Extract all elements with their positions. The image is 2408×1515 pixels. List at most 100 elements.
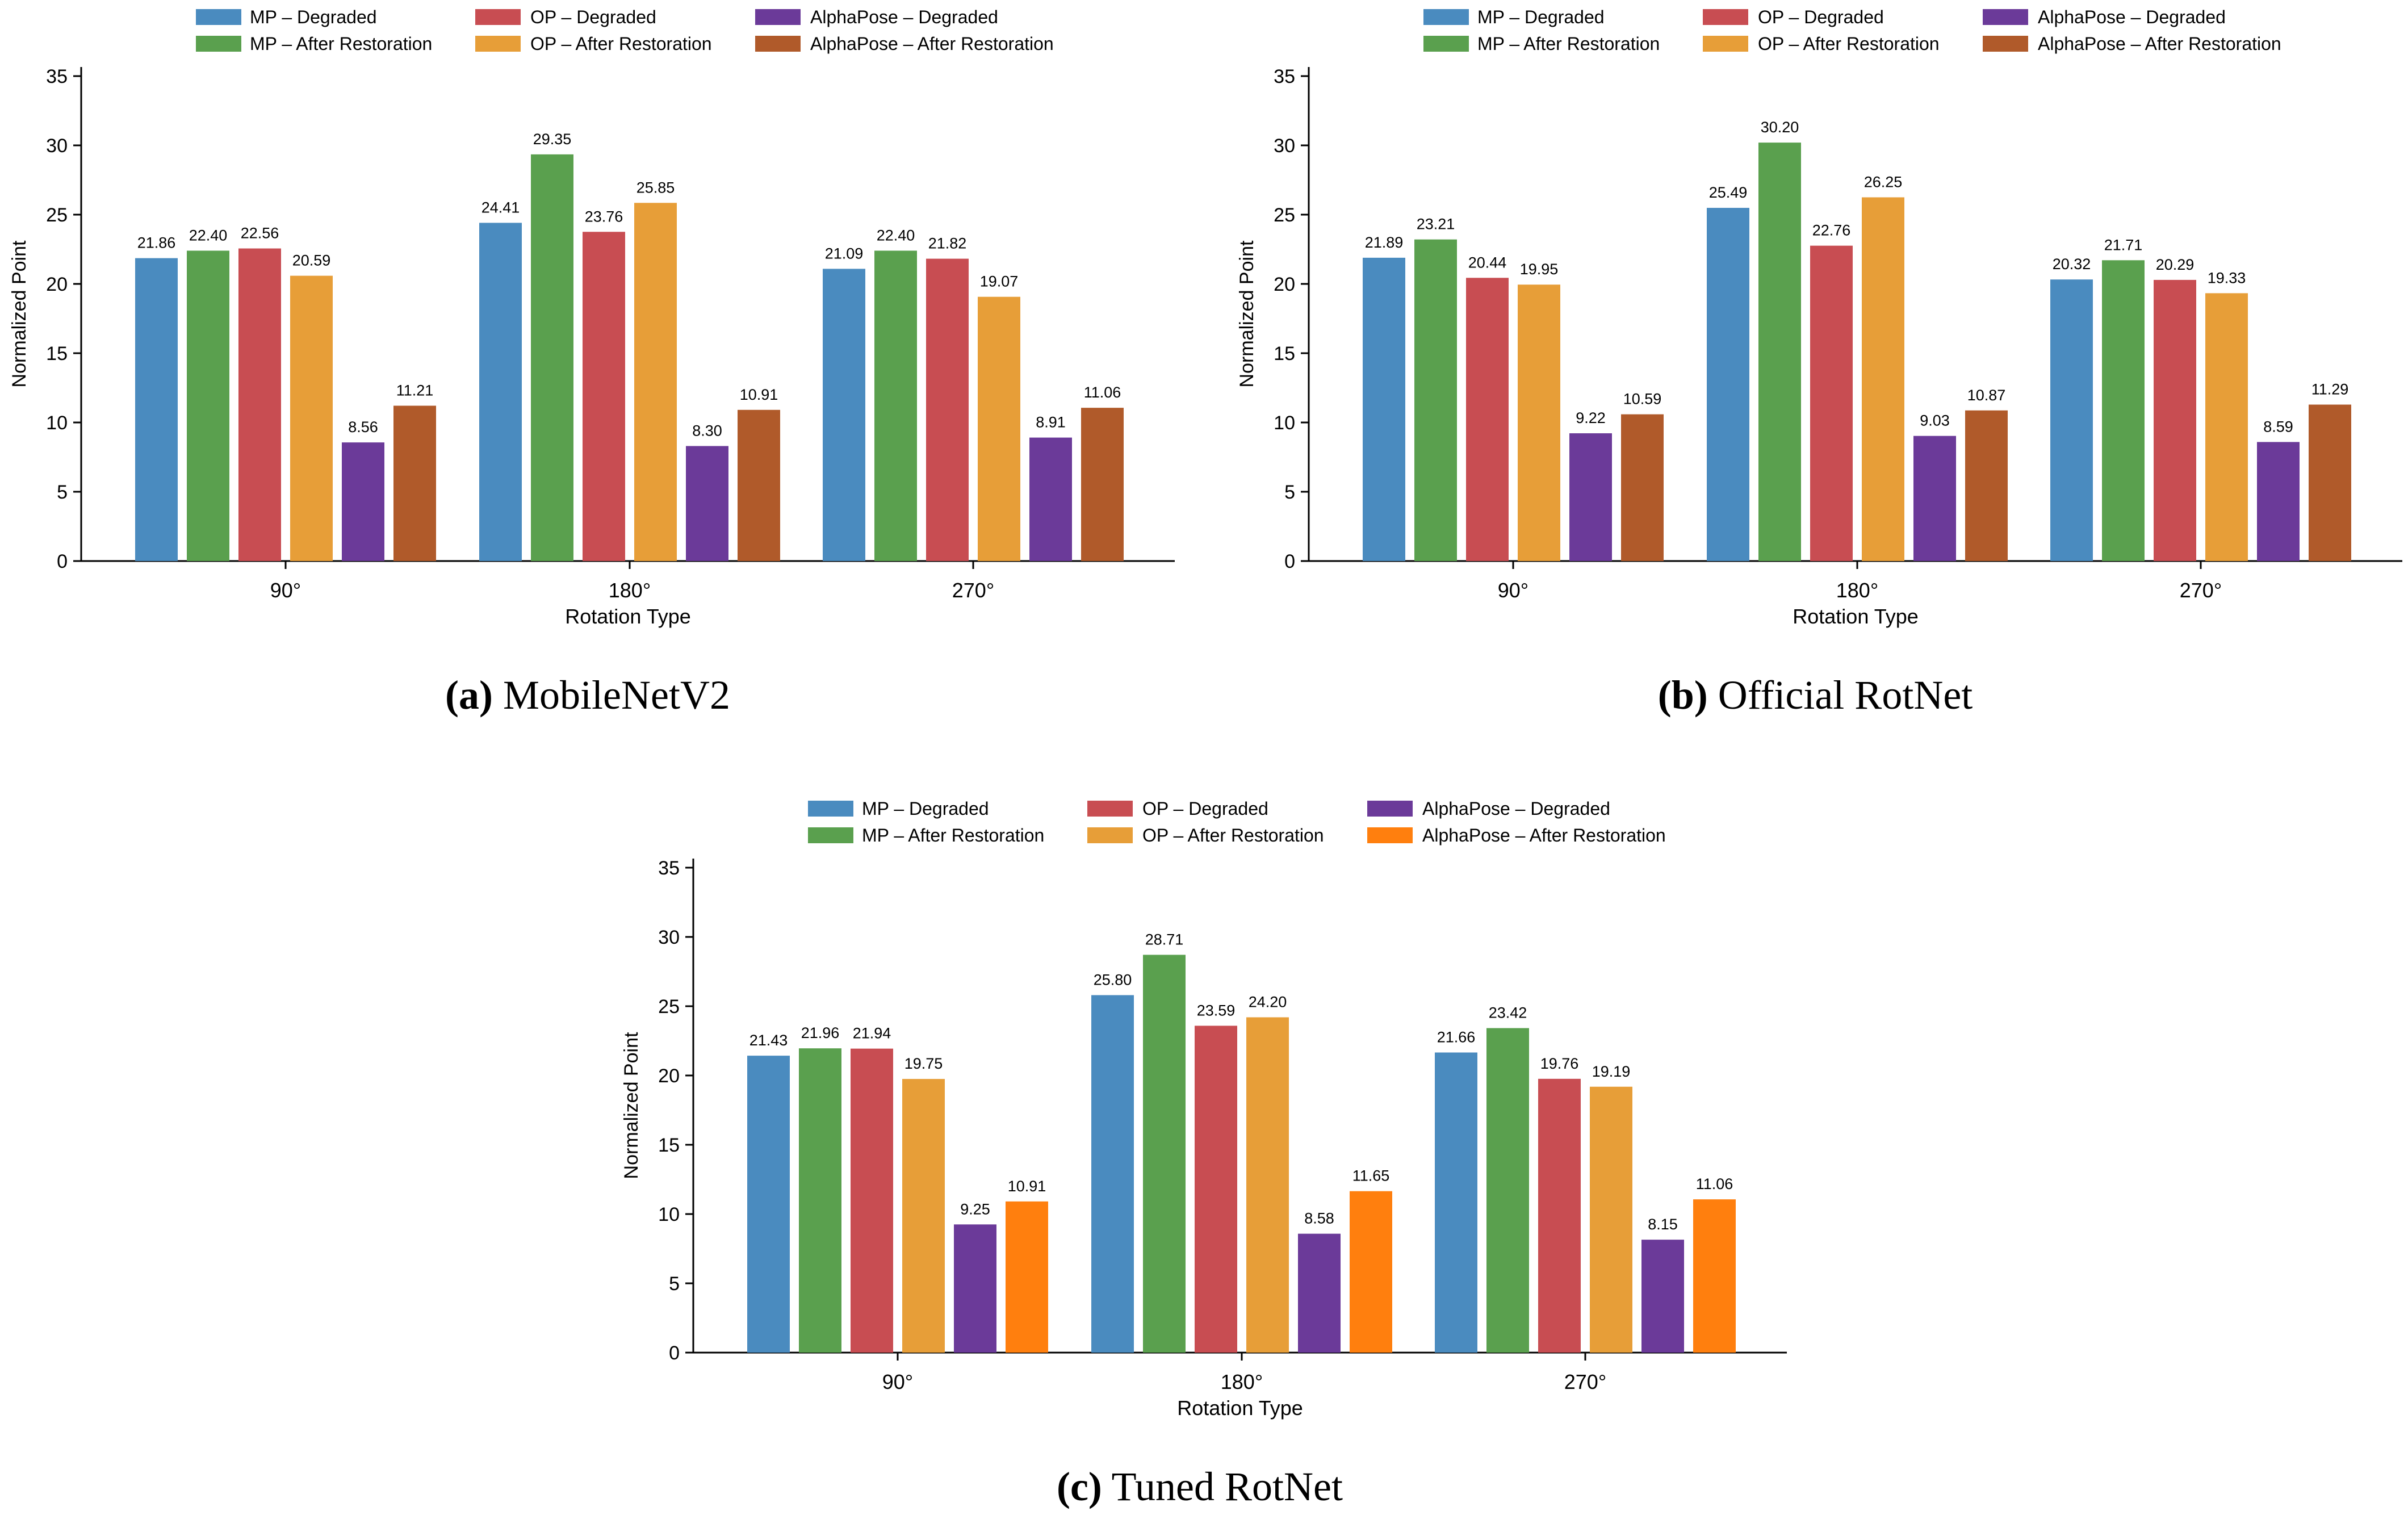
data-label: 11.65 (1352, 1167, 1390, 1185)
bar (238, 248, 281, 561)
bar (738, 409, 780, 561)
bar (1363, 257, 1405, 561)
x-tick-label: 180° (609, 579, 651, 602)
legend-swatch (1087, 801, 1133, 817)
data-label: 21.89 (1365, 234, 1404, 251)
y-tick-label: 5 (669, 1273, 680, 1295)
data-label: 8.30 (692, 422, 722, 439)
data-label: 11.29 (2311, 381, 2349, 398)
data-label: 21.71 (2104, 236, 2143, 253)
bar (747, 1056, 790, 1353)
x-tick-label: 90° (882, 1370, 913, 1393)
bar (1590, 1086, 1632, 1353)
y-tick-label: 0 (57, 551, 68, 572)
bar (2050, 279, 2093, 561)
x-axis-title: Rotation Type (1793, 605, 1918, 628)
bar (1707, 208, 1749, 561)
bar (393, 405, 436, 561)
data-label: 21.09 (825, 245, 864, 262)
legend-label: MP – After Restoration (862, 825, 1044, 846)
data-label: 11.06 (1084, 384, 1121, 401)
caption-letter: (a) (445, 672, 493, 718)
bar (1965, 410, 2008, 561)
bar (342, 442, 384, 561)
bar (1350, 1191, 1392, 1353)
bar (1466, 278, 1509, 561)
bar (1913, 436, 1956, 561)
legend-swatch (1087, 827, 1133, 843)
legend-label: MP – Degraded (862, 798, 989, 819)
bar (2205, 293, 2248, 561)
y-tick-label: 15 (658, 1135, 680, 1156)
panel-caption: (b) Official RotNet (1658, 672, 1973, 718)
bar (1414, 239, 1457, 561)
data-label: 11.21 (396, 382, 434, 399)
y-tick-label: 5 (57, 482, 68, 503)
bar (1006, 1201, 1048, 1353)
y-tick-label: 0 (669, 1342, 680, 1364)
legend-swatch (1703, 36, 1748, 52)
legend-swatch (1703, 9, 1748, 25)
legend-swatch (755, 36, 801, 52)
y-tick-label: 10 (658, 1204, 680, 1225)
y-tick-label: 10 (46, 412, 68, 434)
caption-title: MobileNetV2 (503, 672, 730, 718)
data-label: 29.35 (533, 131, 572, 148)
bar (1435, 1052, 1477, 1353)
y-tick-label: 15 (46, 343, 68, 365)
bar (926, 258, 969, 561)
bar (2309, 404, 2351, 561)
data-label: 9.03 (1920, 412, 1950, 429)
bar (1641, 1240, 1684, 1353)
caption-letter: (b) (1658, 672, 1708, 718)
y-tick-label: 10 (1274, 412, 1295, 434)
y-tick-label: 25 (46, 204, 68, 226)
legend-swatch (475, 9, 521, 25)
data-label: 22.40 (189, 227, 228, 244)
legend-label: AlphaPose – Degraded (2038, 7, 2226, 27)
legend-label: OP – After Restoration (1758, 34, 1940, 54)
legend-label: OP – After Restoration (530, 34, 712, 54)
data-label: 30.20 (1761, 119, 1799, 136)
bar (2154, 279, 2196, 561)
legend-label: MP – Degraded (1477, 7, 1605, 27)
legend-swatch (196, 36, 241, 52)
x-tick-label: 90° (270, 579, 301, 602)
bar (187, 250, 229, 561)
data-label: 8.15 (1648, 1216, 1678, 1233)
legend-label: OP – Degraded (530, 7, 656, 27)
bar (1621, 414, 1664, 561)
data-label: 10.91 (740, 386, 778, 403)
data-label: 20.29 (2156, 256, 2195, 273)
y-axis-title: Normalized Point (9, 240, 30, 387)
data-label: 23.21 (1417, 216, 1455, 233)
data-label: 24.20 (1249, 994, 1287, 1011)
panel-caption: (a) MobileNetV2 (445, 672, 730, 718)
bar (1195, 1026, 1237, 1353)
data-label: 20.32 (2053, 256, 2091, 273)
legend-swatch (1367, 827, 1413, 843)
x-tick-label: 270° (952, 579, 994, 602)
legend-label: OP – Degraded (1758, 7, 1884, 27)
bar (978, 296, 1020, 561)
x-tick-label: 90° (1498, 579, 1528, 602)
bar (1758, 143, 1801, 561)
data-label: 21.94 (853, 1025, 891, 1042)
caption-title: Official RotNet (1718, 672, 1973, 718)
data-label: 21.43 (749, 1032, 788, 1049)
bar (1518, 284, 1560, 561)
bar (1091, 995, 1134, 1353)
bar (135, 258, 178, 562)
data-label: 9.25 (960, 1200, 990, 1217)
legend-label: AlphaPose – After Restoration (810, 34, 1054, 54)
y-tick-label: 20 (658, 1065, 680, 1087)
legend-swatch (808, 801, 853, 817)
data-label: 8.59 (2263, 418, 2293, 435)
legend-swatch (1367, 801, 1413, 817)
data-label: 23.76 (585, 208, 623, 225)
legend-swatch (475, 36, 521, 52)
data-label: 28.71 (1145, 931, 1184, 948)
data-label: 22.76 (1812, 222, 1851, 239)
data-label: 23.42 (1489, 1005, 1527, 1022)
bar (634, 203, 677, 561)
